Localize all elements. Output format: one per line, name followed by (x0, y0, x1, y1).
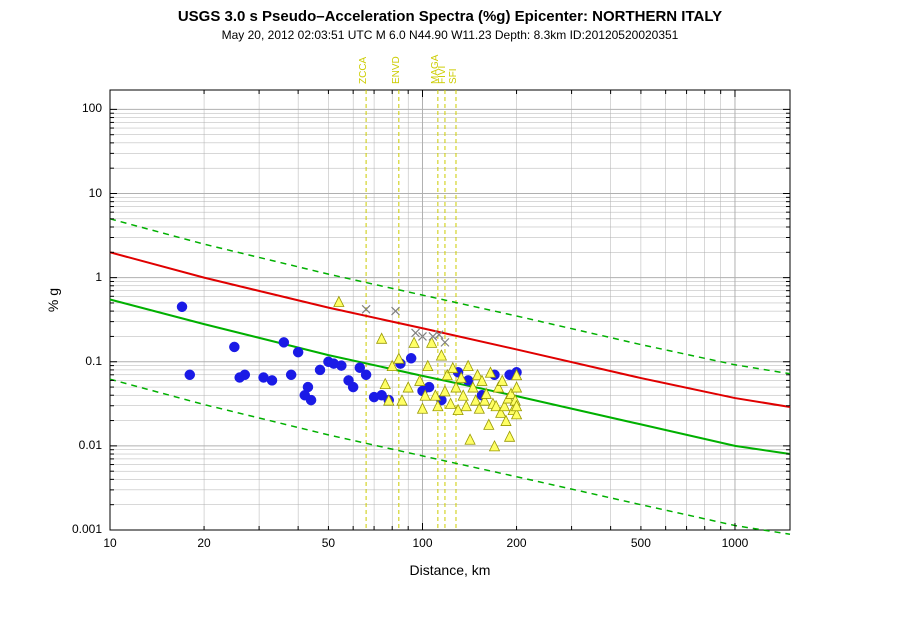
y-tick-label: 0.001 (72, 522, 102, 536)
y-axis-label: % g (45, 270, 61, 330)
svg-text:FIVI: FIVI (437, 66, 448, 84)
y-tick-label: 1 (95, 270, 102, 284)
plot-area: ZCCAENVDMAGAFIVISFI (0, 0, 900, 620)
svg-text:ENVD: ENVD (391, 56, 402, 84)
x-tick-label: 100 (402, 536, 442, 550)
x-tick-label: 10 (90, 536, 130, 550)
y-tick-label: 100 (82, 101, 102, 115)
y-tick-label: 0.1 (85, 354, 102, 368)
y-tick-label: 10 (89, 186, 102, 200)
x-tick-label: 1000 (715, 536, 755, 550)
chart-container: USGS 3.0 s Pseudo–Acceleration Spectra (… (0, 0, 900, 620)
svg-text:ZCCA: ZCCA (358, 56, 369, 84)
x-tick-label: 20 (184, 536, 224, 550)
x-axis-label: Distance, km (110, 562, 790, 578)
x-tick-label: 500 (621, 536, 661, 550)
x-tick-label: 200 (497, 536, 537, 550)
x-tick-label: 50 (308, 536, 348, 550)
y-tick-label: 0.01 (79, 438, 102, 452)
svg-text:SFI: SFI (448, 68, 459, 84)
